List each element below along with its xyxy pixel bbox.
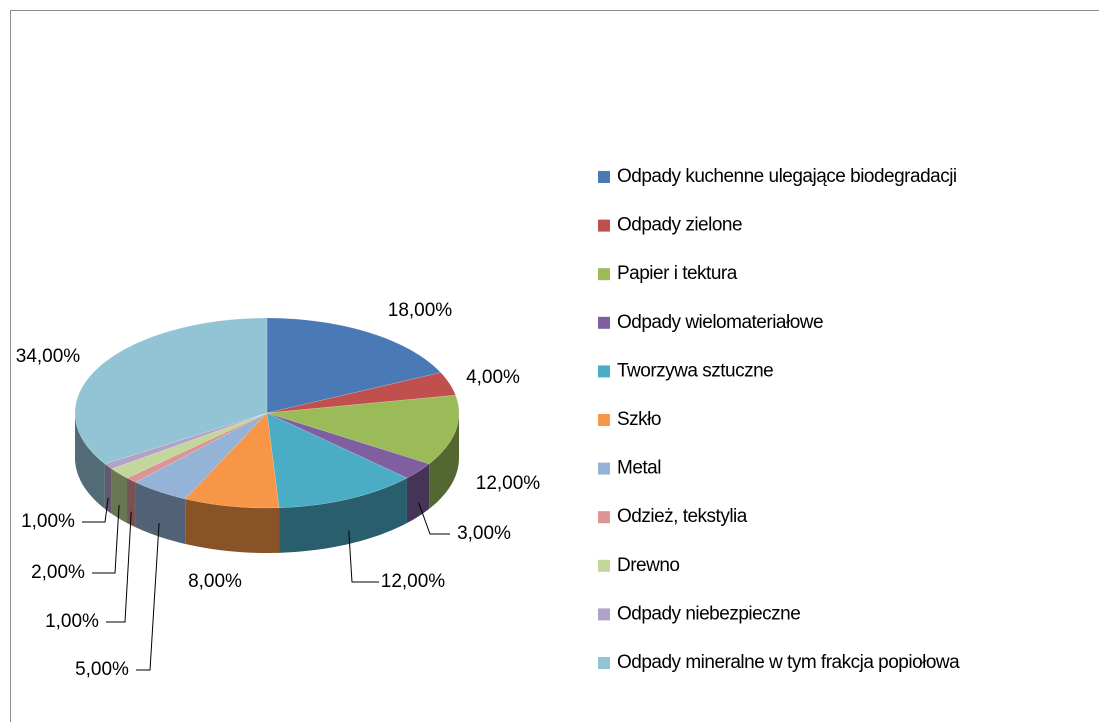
- legend-swatch: [598, 462, 610, 475]
- legend-label: Szkło: [617, 409, 661, 430]
- legend-label: Tworzywa sztuczne: [617, 360, 773, 381]
- leader-line: [418, 502, 450, 535]
- slice: [126, 412, 268, 483]
- slice: [266, 317, 442, 414]
- slice: [266, 412, 430, 479]
- legend-swatch: [598, 268, 610, 281]
- slice-side: [429, 413, 459, 509]
- leader-line: [136, 523, 160, 671]
- slice-side: [104, 463, 112, 514]
- legend-swatch: [598, 171, 610, 183]
- data-label: 1,00%: [45, 611, 99, 632]
- legend-swatch: [598, 511, 610, 524]
- legend-label: Odzież, tekstylia: [617, 506, 748, 527]
- slice: [134, 412, 268, 500]
- legend-label: Drewno: [617, 555, 679, 576]
- legend-label: Odpady zielone: [617, 215, 742, 236]
- slice-side: [406, 463, 430, 524]
- legend-swatch: [598, 316, 610, 329]
- legend-label: Metal: [617, 458, 661, 479]
- legend-label: Odpady kuchenne ulegające biodegradacji: [617, 166, 957, 187]
- leader-line: [92, 505, 120, 574]
- slice: [104, 412, 268, 470]
- legend-swatch: [598, 414, 610, 426]
- slice-side: [279, 478, 407, 553]
- slice-side: [127, 478, 136, 528]
- legend-label: Papier i tektura: [617, 263, 738, 284]
- slice-side: [185, 498, 280, 553]
- slice-side: [75, 413, 105, 509]
- legend-label: Odpady mineralne w tym frakcja popiołowa: [617, 652, 960, 673]
- data-label: 12,00%: [476, 473, 541, 494]
- data-label: 1,00%: [21, 511, 75, 532]
- slice: [74, 317, 268, 465]
- data-label: 5,00%: [75, 659, 129, 680]
- slice: [184, 412, 280, 509]
- slice: [266, 394, 460, 465]
- legend-swatch: [598, 365, 610, 378]
- data-label: 12,00%: [381, 571, 446, 592]
- legend-label: Odpady niebezpieczne: [617, 603, 800, 624]
- slice: [111, 412, 268, 479]
- data-label: 3,00%: [457, 523, 511, 544]
- data-label: 34,00%: [16, 346, 81, 367]
- leader-line: [106, 511, 132, 623]
- legend-swatch: [598, 608, 610, 621]
- slice: [266, 372, 456, 414]
- data-label: 18,00%: [388, 300, 453, 321]
- data-label: 4,00%: [466, 367, 520, 388]
- legend-label: Odpady wielomateriałowe: [617, 312, 823, 333]
- data-label: 2,00%: [31, 562, 85, 583]
- slice-side: [111, 468, 128, 524]
- leader-line: [82, 497, 109, 523]
- legend-swatch: [598, 219, 610, 232]
- slice: [266, 412, 408, 509]
- data-label: 8,00%: [188, 571, 242, 592]
- legend-swatch: [598, 559, 610, 572]
- slice-side: [135, 482, 186, 544]
- leader-line: [348, 530, 379, 583]
- legend-swatch: [598, 657, 610, 669]
